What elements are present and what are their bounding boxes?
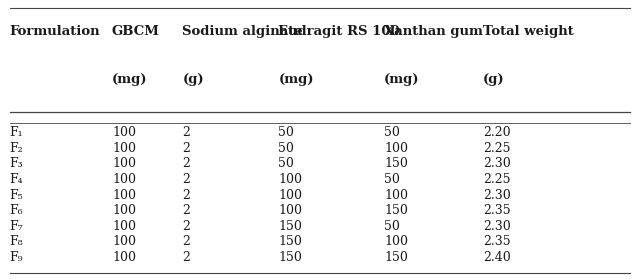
Text: 2: 2 xyxy=(182,251,190,264)
Text: 100: 100 xyxy=(278,189,302,201)
Text: F₅: F₅ xyxy=(10,189,23,201)
Text: 50: 50 xyxy=(278,142,294,155)
Text: Formulation: Formulation xyxy=(10,25,100,38)
Text: 100: 100 xyxy=(112,142,136,155)
Text: (mg): (mg) xyxy=(278,73,314,86)
Text: 2: 2 xyxy=(182,220,190,233)
Text: 100: 100 xyxy=(278,173,302,186)
Text: 100: 100 xyxy=(384,189,408,201)
Text: F₁: F₁ xyxy=(10,126,23,139)
Text: 100: 100 xyxy=(112,251,136,264)
Text: 150: 150 xyxy=(384,204,408,217)
Text: 2: 2 xyxy=(182,126,190,139)
Text: 2: 2 xyxy=(182,189,190,201)
Text: 150: 150 xyxy=(384,157,408,170)
Text: 2.30: 2.30 xyxy=(483,157,511,170)
Text: 2: 2 xyxy=(182,173,190,186)
Text: 2.30: 2.30 xyxy=(483,189,511,201)
Text: 100: 100 xyxy=(112,173,136,186)
Text: GBCM: GBCM xyxy=(112,25,160,38)
Text: Eudragit RS 100: Eudragit RS 100 xyxy=(278,25,400,38)
Text: 2: 2 xyxy=(182,235,190,248)
Text: 2.35: 2.35 xyxy=(483,235,511,248)
Text: 2.30: 2.30 xyxy=(483,220,511,233)
Text: 2.25: 2.25 xyxy=(483,142,511,155)
Text: F₇: F₇ xyxy=(10,220,23,233)
Text: Total weight: Total weight xyxy=(483,25,574,38)
Text: 50: 50 xyxy=(384,173,400,186)
Text: 100: 100 xyxy=(384,142,408,155)
Text: 100: 100 xyxy=(112,189,136,201)
Text: 100: 100 xyxy=(112,204,136,217)
Text: 50: 50 xyxy=(278,126,294,139)
Text: F₃: F₃ xyxy=(10,157,23,170)
Text: 150: 150 xyxy=(278,251,302,264)
Text: 2.20: 2.20 xyxy=(483,126,511,139)
Text: (g): (g) xyxy=(182,73,204,86)
Text: 2.35: 2.35 xyxy=(483,204,511,217)
Text: 2: 2 xyxy=(182,204,190,217)
Text: Xanthan gum: Xanthan gum xyxy=(384,25,483,38)
Text: 2: 2 xyxy=(182,142,190,155)
Text: 2: 2 xyxy=(182,157,190,170)
Text: 150: 150 xyxy=(278,220,302,233)
Text: (g): (g) xyxy=(483,73,505,86)
Text: 2.40: 2.40 xyxy=(483,251,511,264)
Text: 2.25: 2.25 xyxy=(483,173,511,186)
Text: (mg): (mg) xyxy=(112,73,147,86)
Text: Sodium alginate: Sodium alginate xyxy=(182,25,303,38)
Text: 100: 100 xyxy=(384,235,408,248)
Text: F₂: F₂ xyxy=(10,142,23,155)
Text: 50: 50 xyxy=(278,157,294,170)
Text: 50: 50 xyxy=(384,220,400,233)
Text: F₈: F₈ xyxy=(10,235,23,248)
Text: 50: 50 xyxy=(384,126,400,139)
Text: 100: 100 xyxy=(278,204,302,217)
Text: 100: 100 xyxy=(112,157,136,170)
Text: 100: 100 xyxy=(112,235,136,248)
Text: (mg): (mg) xyxy=(384,73,419,86)
Text: 150: 150 xyxy=(384,251,408,264)
Text: F₄: F₄ xyxy=(10,173,23,186)
Text: F₆: F₆ xyxy=(10,204,23,217)
Text: 150: 150 xyxy=(278,235,302,248)
Text: 100: 100 xyxy=(112,126,136,139)
Text: F₉: F₉ xyxy=(10,251,23,264)
Text: 100: 100 xyxy=(112,220,136,233)
